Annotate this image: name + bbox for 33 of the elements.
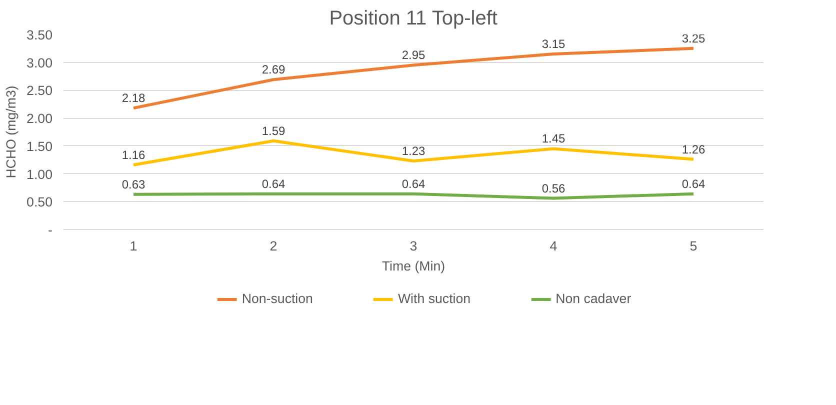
- y-tick-label: 1.00: [26, 166, 53, 182]
- data-label: 1.16: [122, 148, 146, 162]
- y-tick-label: 0.50: [26, 194, 53, 210]
- data-label: 1.45: [542, 132, 566, 146]
- x-axis-title: Time (Min): [382, 258, 446, 274]
- y-tick-label: 3.50: [26, 28, 53, 42]
- y-tick-label: -: [48, 222, 53, 238]
- data-label: 1.26: [682, 142, 706, 156]
- y-axis-title: HCHO (mg/m3): [4, 86, 19, 178]
- x-tick-label: 4: [550, 238, 558, 254]
- data-label: 3.15: [542, 37, 566, 51]
- x-tick-label: 3: [410, 238, 418, 254]
- y-tick-label: 2.50: [26, 83, 53, 98]
- chart-title: Position 11 Top-left: [329, 8, 498, 30]
- x-tick-label: 1: [130, 238, 138, 254]
- x-tick-label: 2: [270, 238, 278, 254]
- y-tick-label: 3.00: [26, 55, 53, 70]
- data-label: 2.95: [402, 48, 426, 62]
- data-label: 2.18: [122, 91, 146, 106]
- data-label: 0.64: [402, 176, 426, 191]
- data-label: 0.63: [122, 177, 146, 192]
- legend-label: With suction: [398, 291, 471, 306]
- y-tick-label: 1.50: [26, 138, 53, 154]
- legend-label: Non-suction: [242, 291, 313, 306]
- data-label: 1.23: [402, 144, 426, 158]
- data-label: 0.64: [682, 176, 706, 191]
- data-label: 0.56: [542, 181, 566, 196]
- y-tick-label: 2.00: [26, 111, 53, 126]
- data-label: 2.69: [262, 62, 286, 77]
- data-label: 1.59: [262, 124, 286, 138]
- x-tick-label: 5: [690, 238, 698, 254]
- legend-label: Non cadaver: [556, 291, 632, 306]
- data-label: 0.64: [262, 176, 286, 191]
